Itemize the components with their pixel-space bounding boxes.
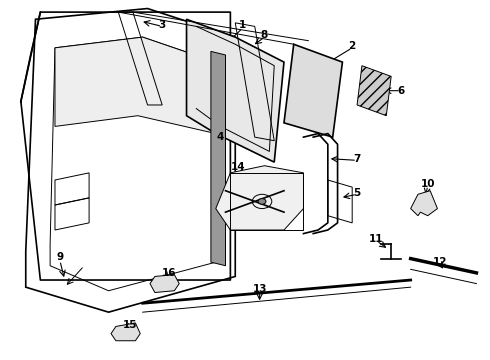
Text: 3: 3: [159, 19, 166, 30]
Polygon shape: [150, 275, 179, 293]
Text: 5: 5: [353, 188, 361, 198]
Text: 1: 1: [239, 19, 246, 30]
Text: 8: 8: [261, 30, 268, 40]
Text: 10: 10: [420, 179, 435, 189]
Text: 15: 15: [123, 320, 138, 330]
Text: 13: 13: [252, 284, 267, 294]
Polygon shape: [216, 166, 303, 230]
Polygon shape: [211, 51, 225, 266]
Text: 4: 4: [217, 132, 224, 142]
Polygon shape: [187, 19, 284, 162]
Text: 7: 7: [353, 154, 361, 163]
Polygon shape: [411, 191, 438, 216]
Polygon shape: [284, 44, 343, 137]
Text: 12: 12: [433, 257, 447, 267]
Text: 14: 14: [230, 162, 245, 172]
Text: 6: 6: [397, 86, 405, 96]
Text: 16: 16: [162, 268, 177, 278]
Polygon shape: [55, 37, 216, 134]
Text: 9: 9: [56, 252, 63, 262]
Text: 11: 11: [369, 234, 384, 244]
Text: 2: 2: [348, 41, 356, 51]
Circle shape: [258, 199, 266, 204]
Polygon shape: [357, 66, 391, 116]
Polygon shape: [111, 323, 140, 341]
